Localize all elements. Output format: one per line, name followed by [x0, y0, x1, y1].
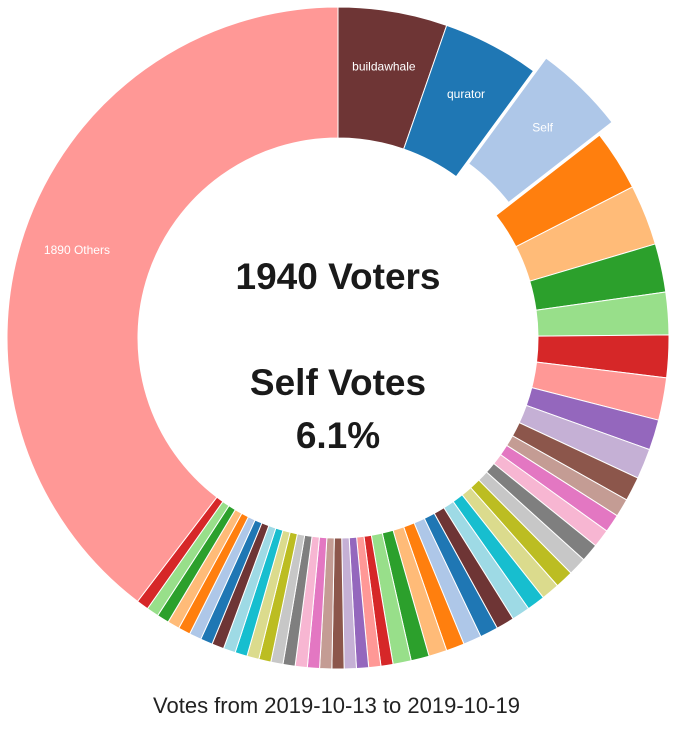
donut-slice-labels: buildawhale qurator Self 1890 Others — [44, 59, 554, 257]
slice-label-2: qurator — [447, 87, 485, 101]
donut-chart: buildawhale qurator Self 1890 Others 1940 V… — [6, 6, 670, 670]
donut-slice-51[interactable] — [6, 6, 339, 603]
donut-slices — [6, 6, 670, 670]
center-subtitle-label: Self Votes — [250, 362, 426, 403]
center-self-votes-percent: 6.1% — [296, 415, 380, 456]
chart-caption: Votes from 2019-10-13 to 2019-10-19 — [153, 693, 520, 718]
slice-label-51: 1890 Others — [44, 243, 110, 257]
center-title: 1940 Voters — [236, 256, 441, 297]
slice-label-3: Self — [532, 121, 553, 135]
donut-slice-2[interactable] — [403, 24, 535, 178]
donut-slice-3[interactable] — [468, 57, 613, 204]
slice-label-1: buildawhale — [352, 59, 416, 73]
